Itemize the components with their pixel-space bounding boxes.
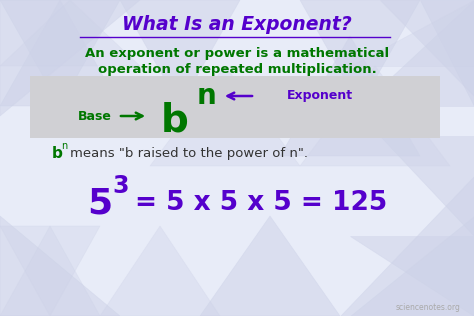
Polygon shape	[0, 226, 100, 316]
Text: n: n	[61, 141, 67, 151]
Polygon shape	[350, 216, 474, 316]
Polygon shape	[200, 216, 340, 316]
Polygon shape	[0, 0, 140, 66]
Polygon shape	[0, 0, 120, 106]
Polygon shape	[380, 0, 474, 96]
Polygon shape	[150, 66, 300, 166]
Text: An exponent or power is a mathematical: An exponent or power is a mathematical	[85, 47, 389, 60]
Text: b: b	[52, 147, 63, 161]
Polygon shape	[0, 0, 140, 116]
Text: operation of repeated multiplication.: operation of repeated multiplication.	[98, 64, 376, 76]
Bar	[30, 76, 440, 138]
Text: 3: 3	[113, 174, 129, 198]
Text: = 5 x 5 x 5 = 125: = 5 x 5 x 5 = 125	[135, 190, 387, 216]
Text: b: b	[161, 101, 189, 139]
Polygon shape	[280, 36, 420, 156]
Polygon shape	[350, 0, 474, 66]
Text: means "b raised to the power of n".: means "b raised to the power of n".	[70, 148, 308, 161]
Text: 5: 5	[87, 186, 112, 220]
Text: sciencenotes.org: sciencenotes.org	[395, 303, 460, 313]
Text: n: n	[197, 82, 217, 110]
Polygon shape	[360, 0, 474, 106]
Text: Base: Base	[78, 110, 112, 123]
Polygon shape	[0, 0, 120, 106]
Polygon shape	[120, 0, 240, 106]
Polygon shape	[0, 216, 120, 316]
Polygon shape	[100, 226, 220, 316]
Polygon shape	[340, 176, 474, 316]
Polygon shape	[0, 226, 100, 316]
Text: What Is an Exponent?: What Is an Exponent?	[122, 15, 352, 33]
Polygon shape	[380, 136, 474, 236]
Polygon shape	[300, 0, 420, 106]
Polygon shape	[420, 0, 474, 106]
Polygon shape	[300, 66, 450, 166]
Polygon shape	[350, 236, 474, 316]
Text: Exponent: Exponent	[287, 89, 353, 102]
